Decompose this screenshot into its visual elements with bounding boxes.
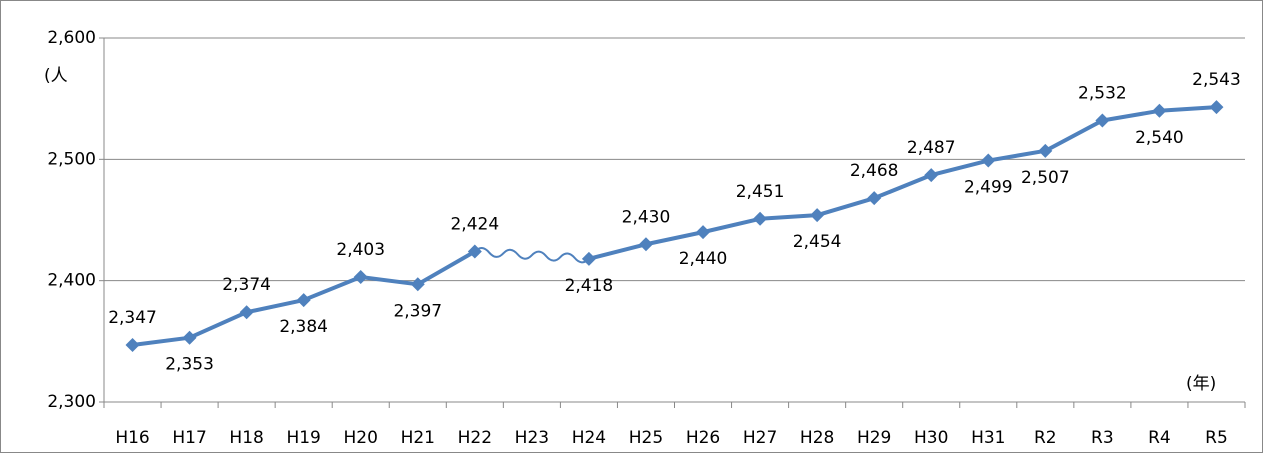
data-point (810, 208, 825, 223)
data-point (353, 270, 368, 285)
data-label: 2,487 (907, 138, 956, 158)
x-tick-label: H29 (857, 428, 891, 448)
x-tick-label: R4 (1148, 428, 1171, 448)
data-label: 2,451 (736, 182, 785, 202)
data-point (753, 211, 768, 226)
data-point (239, 305, 254, 320)
x-tick-label: R5 (1205, 428, 1228, 448)
x-tick-label: R3 (1091, 428, 1114, 448)
data-label: 2,468 (850, 161, 899, 181)
data-label: 2,418 (565, 276, 614, 296)
x-tick-label: H28 (800, 428, 834, 448)
x-tick-label: H18 (229, 428, 263, 448)
x-tick-label: H25 (629, 428, 663, 448)
x-tick-label: H20 (344, 428, 378, 448)
x-tick-label: H16 (115, 428, 149, 448)
data-label: 2,543 (1192, 70, 1241, 90)
data-point (638, 237, 653, 252)
y-tick-label: 2,600 (47, 28, 96, 48)
data-point (696, 225, 711, 240)
data-point (296, 293, 311, 308)
x-tick-label: H23 (515, 428, 549, 448)
x-tick-label: H26 (686, 428, 720, 448)
y-tick-label: 2,300 (47, 392, 96, 412)
data-label: 2,374 (222, 275, 271, 295)
x-tick-label: H30 (914, 428, 948, 448)
x-tick-label: H19 (286, 428, 320, 448)
data-point (467, 244, 482, 259)
data-point (581, 251, 596, 266)
data-point (182, 330, 197, 345)
x-tick-label: H27 (743, 428, 777, 448)
data-label: 2,397 (393, 301, 442, 321)
data-label: 2,454 (793, 232, 842, 252)
data-point (1038, 143, 1053, 158)
data-label: 2,532 (1078, 84, 1127, 104)
data-label: 2,507 (1021, 168, 1070, 188)
x-tick-label: H22 (458, 428, 492, 448)
y-axis-label: (人 (44, 66, 68, 86)
data-label: 2,430 (622, 207, 671, 227)
data-point (125, 337, 140, 352)
data-label: 2,440 (679, 249, 728, 269)
x-axis-label: (年) (1186, 374, 1216, 394)
data-point (924, 168, 939, 183)
data-point (1209, 100, 1224, 115)
data-label: 2,499 (964, 178, 1013, 198)
data-label: 2,403 (336, 240, 385, 260)
data-point (867, 191, 882, 206)
x-tick-label: H17 (172, 428, 206, 448)
data-label: 2,347 (108, 308, 157, 328)
x-tick-label: H21 (401, 428, 435, 448)
data-label: 2,424 (450, 215, 499, 235)
data-label: 2,353 (165, 355, 214, 375)
data-label: 2,384 (279, 317, 328, 337)
gap-connector (474, 247, 590, 264)
data-point (410, 277, 425, 292)
data-label: 2,540 (1135, 128, 1184, 148)
data-point (1152, 103, 1167, 118)
data-point (981, 153, 996, 168)
data-point (1095, 113, 1110, 128)
y-tick-label: 2,500 (47, 149, 96, 169)
x-tick-label: H31 (971, 428, 1005, 448)
x-tick-label: H24 (572, 428, 606, 448)
y-tick-label: 2,400 (47, 271, 96, 291)
x-tick-label: R2 (1034, 428, 1057, 448)
